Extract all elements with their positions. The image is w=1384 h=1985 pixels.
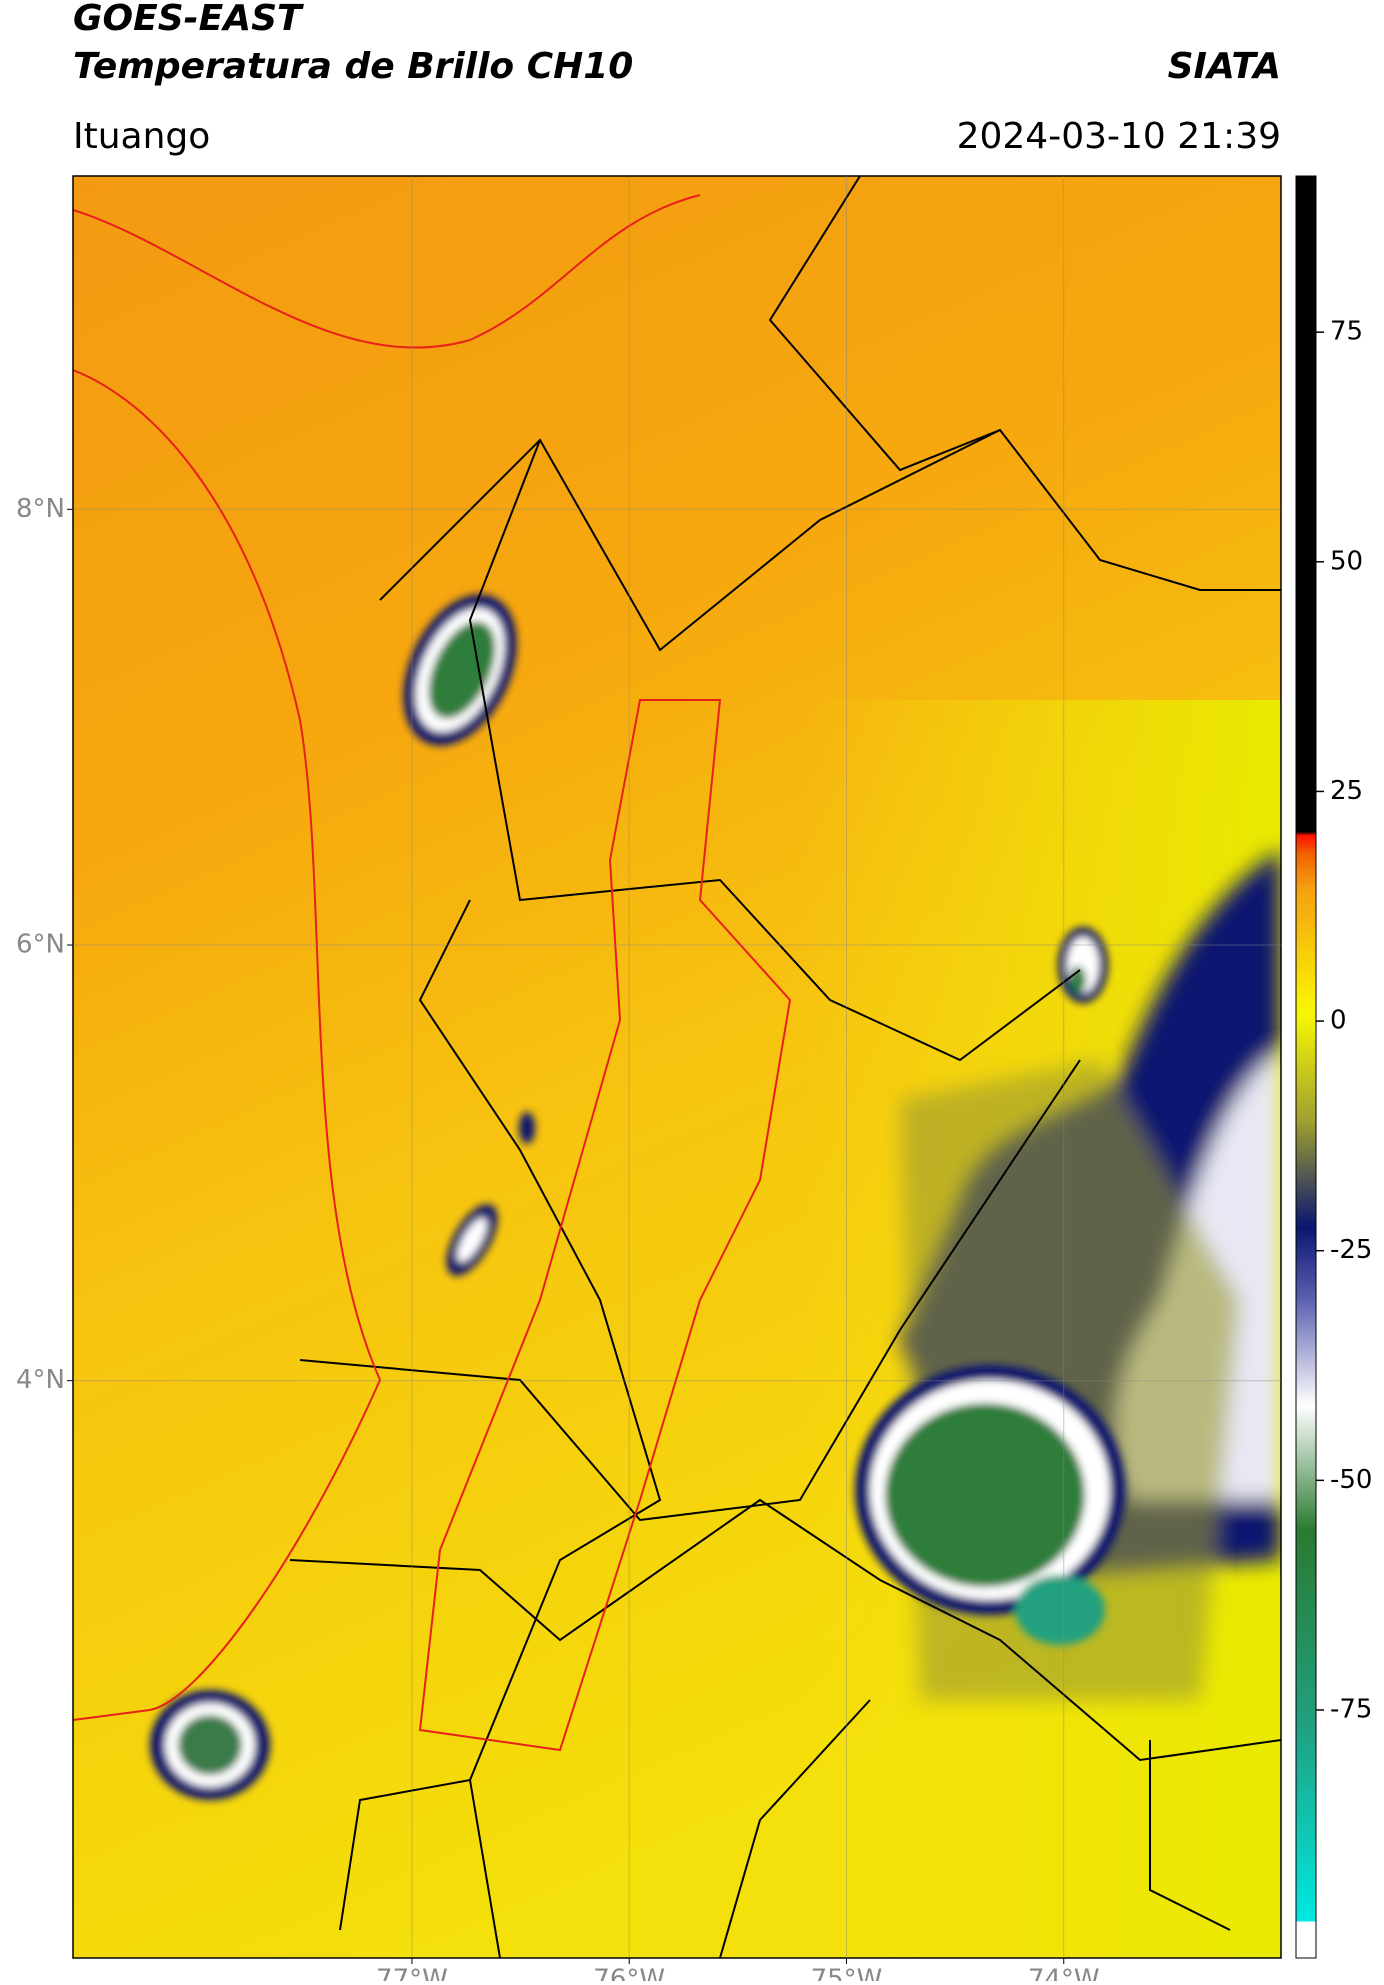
y-tick-label: 4°N <box>16 1365 65 1395</box>
colorbar-tick-label: 0 <box>1330 1006 1347 1036</box>
source: SIATA <box>1168 46 1281 87</box>
colorbar-tick-label: 50 <box>1330 546 1363 576</box>
subtitle: Temperatura de Brillo CH10 <box>73 46 633 87</box>
map-frame <box>72 175 1282 1959</box>
colorbar <box>1295 175 1317 1959</box>
datetime: 2024-03-10 21:39 <box>957 116 1281 157</box>
x-tick-label: 76°W <box>593 1965 665 1982</box>
y-tick-label: 8°N <box>16 494 65 524</box>
title: GOES-EAST <box>73 0 304 39</box>
region: Ituango <box>73 116 210 157</box>
map-image <box>73 176 1281 1958</box>
x-tick-label: 77°W <box>376 1965 448 1982</box>
graticule <box>67 176 1281 1964</box>
colorbar-tick-label: 25 <box>1330 776 1363 806</box>
x-tick-label: 75°W <box>811 1965 883 1982</box>
x-tick-label: 74°W <box>1028 1965 1100 1982</box>
y-tick-label: 6°N <box>16 930 65 960</box>
colorbar-tick-label: -50 <box>1330 1465 1372 1495</box>
colorbar-tick-label: -75 <box>1330 1694 1372 1724</box>
colorbar-tick-label: -25 <box>1330 1235 1372 1265</box>
colorbar-tick-label: 75 <box>1330 317 1363 347</box>
